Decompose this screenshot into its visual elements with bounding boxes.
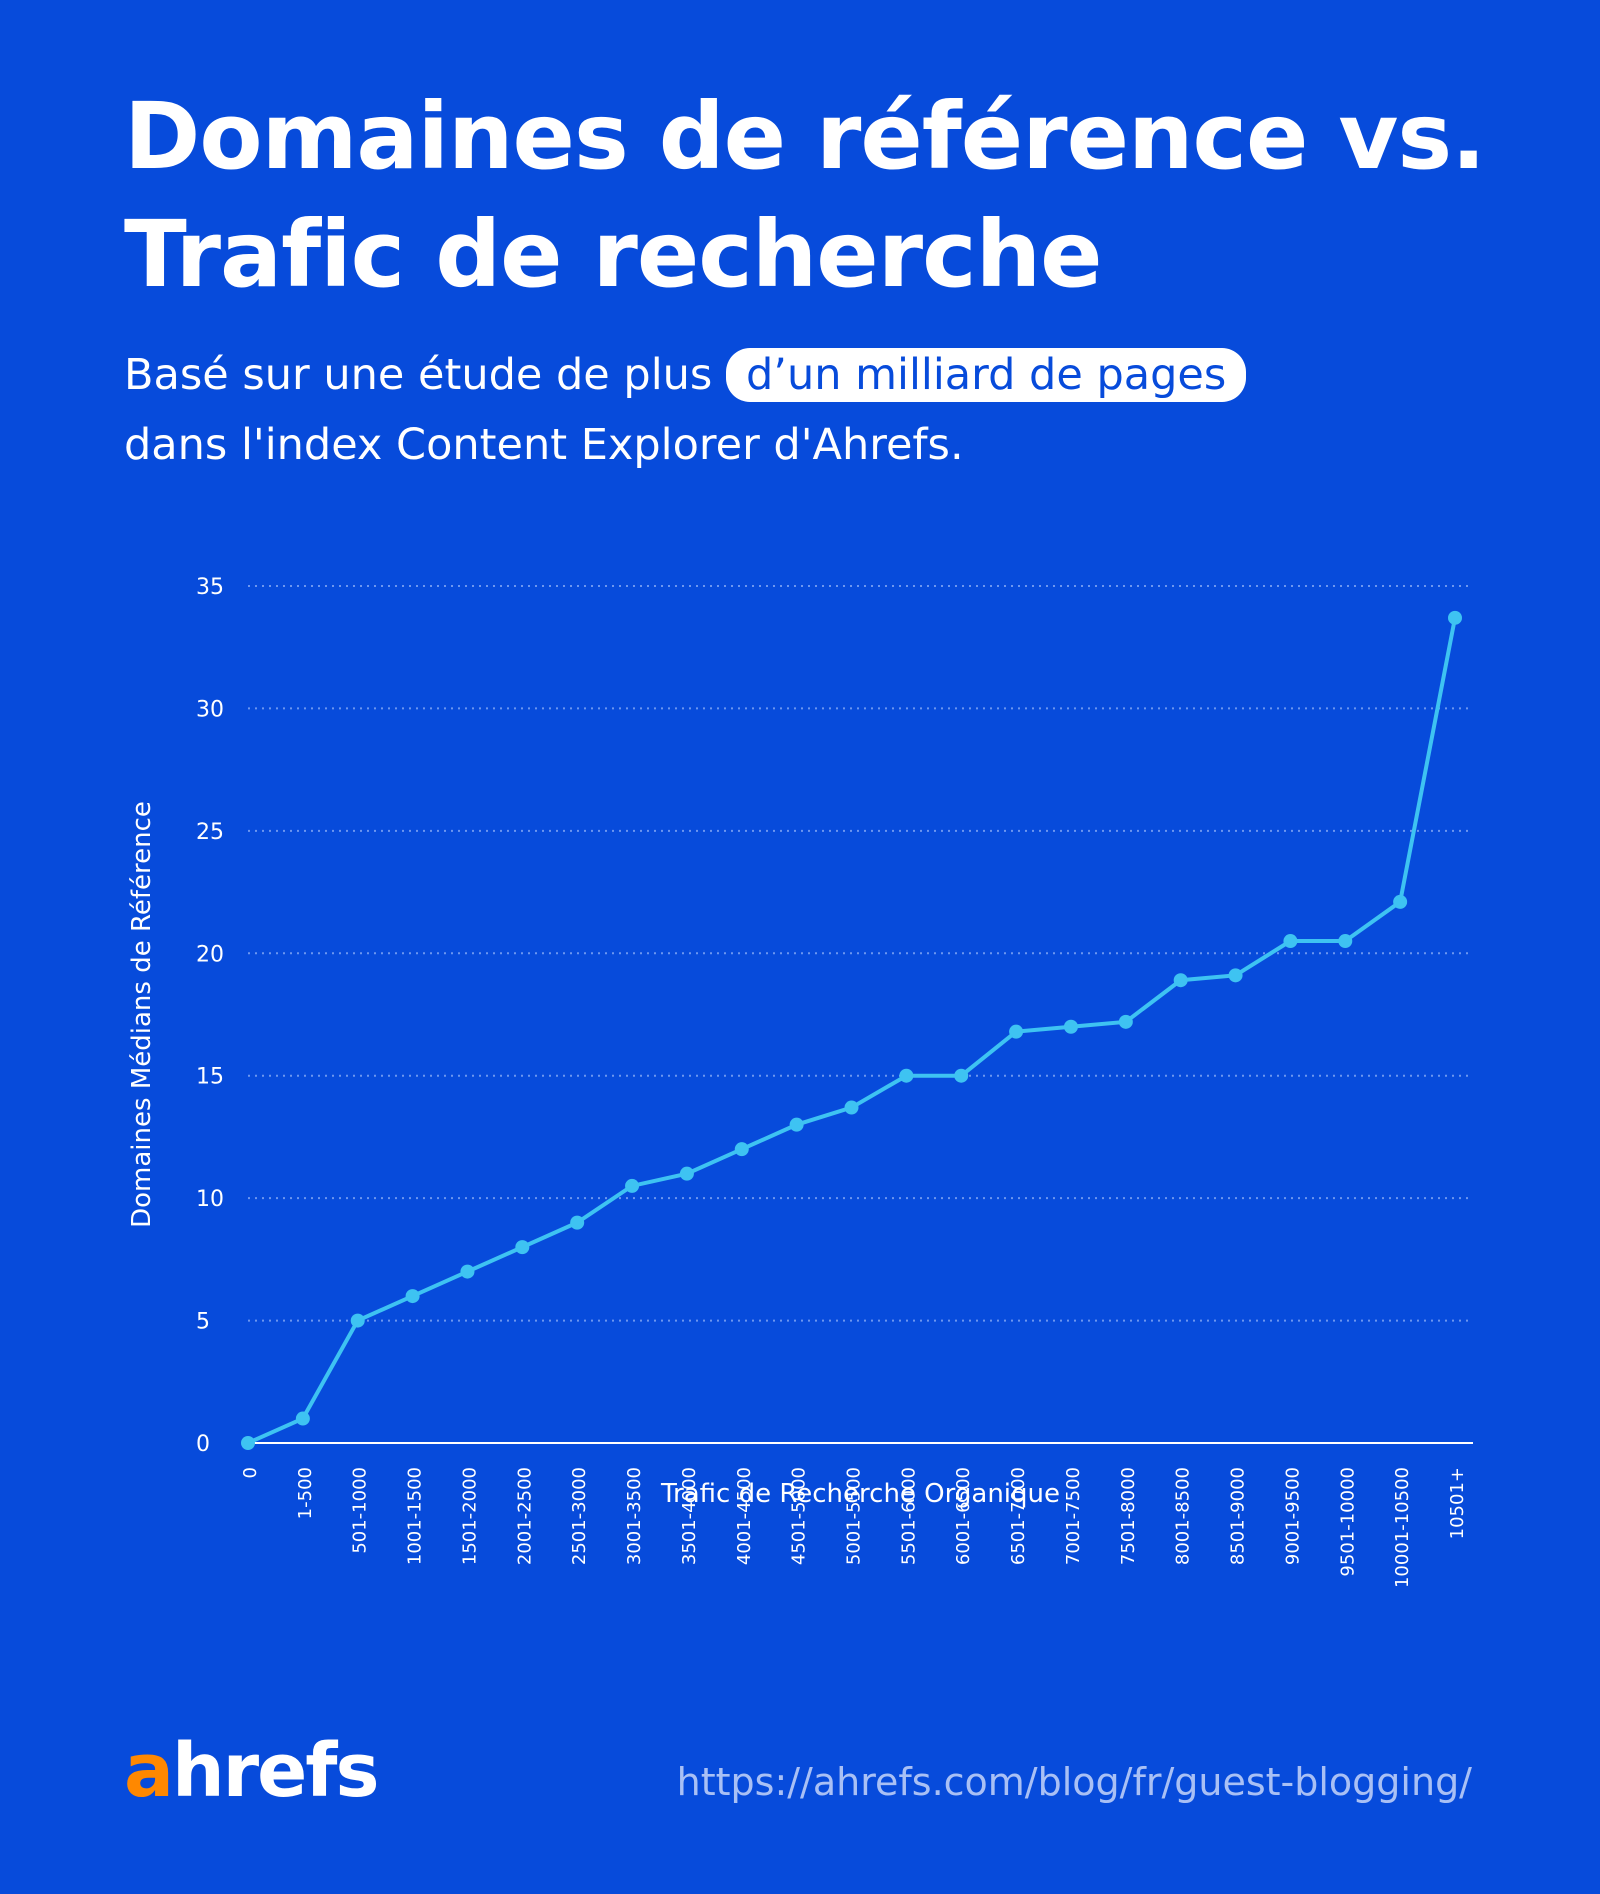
data-point bbox=[734, 1142, 749, 1157]
data-point bbox=[1173, 973, 1188, 988]
y-tick-label: 15 bbox=[196, 1065, 224, 1090]
data-point bbox=[1283, 934, 1298, 949]
x-tick-label: 9501-10000 bbox=[1337, 1467, 1358, 1577]
y-tick-label: 25 bbox=[196, 820, 224, 845]
y-tick-label: 0 bbox=[196, 1432, 210, 1457]
data-point bbox=[789, 1117, 804, 1132]
data-point bbox=[1009, 1024, 1024, 1039]
x-tick-label: 9001-9500 bbox=[1282, 1467, 1303, 1565]
data-point bbox=[844, 1100, 859, 1115]
data-point bbox=[460, 1264, 475, 1279]
x-tick-label: 1001-1500 bbox=[405, 1467, 426, 1565]
data-point bbox=[295, 1411, 310, 1426]
source-url: https://ahrefs.com/blog/fr/guest-bloggin… bbox=[676, 1760, 1472, 1804]
x-tick-label: 7001-7500 bbox=[1063, 1467, 1084, 1565]
x-tick-label: 10001-10500 bbox=[1392, 1467, 1413, 1588]
data-point bbox=[570, 1215, 585, 1230]
data-line bbox=[247, 617, 1457, 1445]
data-point bbox=[405, 1289, 420, 1304]
data-point bbox=[241, 1436, 255, 1450]
y-tick-label: 30 bbox=[196, 697, 224, 722]
x-tick-label: 5001-5500 bbox=[844, 1467, 865, 1565]
x-tick-label: 8001-8500 bbox=[1173, 1467, 1194, 1565]
subtitle-highlight: d’un milliard de pages bbox=[725, 348, 1247, 402]
page-title: Domaines de référence vs. Trafic de rech… bbox=[124, 78, 1486, 314]
x-tick-label: 4001-4500 bbox=[734, 1467, 755, 1565]
x-tick-label: 1501-2000 bbox=[459, 1467, 480, 1565]
y-tick-label: 35 bbox=[196, 575, 224, 600]
data-point bbox=[954, 1068, 969, 1083]
x-tick-label: 7501-8000 bbox=[1118, 1467, 1139, 1565]
x-tick-label: 0 bbox=[240, 1467, 261, 1478]
title-line-2: Trafic de recherche bbox=[124, 201, 1103, 308]
data-point bbox=[1063, 1019, 1078, 1034]
x-tick-label: 6001-6500 bbox=[953, 1467, 974, 1565]
x-tick-label: 2001-2500 bbox=[514, 1467, 535, 1565]
ahrefs-logo: ahrefs bbox=[124, 1728, 380, 1814]
y-axis-title: Domaines Médians de Référence bbox=[127, 801, 157, 1228]
y-tick-label: 5 bbox=[196, 1310, 210, 1335]
x-tick-label: 6501-7000 bbox=[1008, 1467, 1029, 1565]
data-point bbox=[899, 1068, 914, 1083]
data-point bbox=[1338, 934, 1353, 949]
line-chart: 0 5 10 15 20 25 30 35 0 1-500 501-1000 1001-1500 150… bbox=[127, 575, 1473, 1588]
x-tick-label: 3501-4000 bbox=[679, 1467, 700, 1565]
title-line-1: Domaines de référence vs. bbox=[124, 83, 1486, 190]
subtitle: Basé sur une étude de plus d’un milliard… bbox=[124, 340, 1247, 480]
x-tick-label: 2501-3000 bbox=[569, 1467, 590, 1565]
data-point bbox=[1448, 610, 1462, 625]
x-axis-title: Trafic de Recherche Organique bbox=[660, 1479, 1060, 1509]
data-point bbox=[1228, 968, 1243, 983]
data-point bbox=[1118, 1014, 1133, 1029]
y-tick-label: 10 bbox=[196, 1187, 224, 1212]
x-tick-label: 3001-3500 bbox=[624, 1467, 645, 1565]
data-point bbox=[515, 1240, 530, 1255]
x-tick-label: 5501-6000 bbox=[898, 1467, 919, 1565]
x-tick-label: 4501-5000 bbox=[789, 1467, 810, 1565]
x-tick-label: 10501+ bbox=[1447, 1467, 1468, 1539]
y-tick-label: 20 bbox=[196, 942, 224, 967]
x-tick-label: 8501-9000 bbox=[1228, 1467, 1249, 1565]
data-point bbox=[679, 1166, 694, 1181]
data-point bbox=[1393, 894, 1408, 909]
subtitle-pre: Basé sur une étude de plus bbox=[124, 350, 713, 400]
data-point bbox=[350, 1313, 365, 1328]
data-point bbox=[625, 1178, 640, 1193]
x-tick-label: 501-1000 bbox=[350, 1467, 371, 1554]
subtitle-post: dans l'index Content Explorer d'Ahrefs. bbox=[124, 420, 964, 470]
x-tick-label: 1-500 bbox=[295, 1467, 316, 1519]
